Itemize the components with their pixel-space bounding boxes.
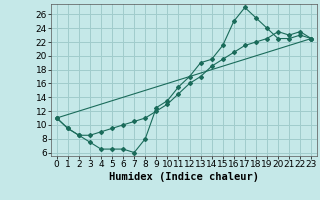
X-axis label: Humidex (Indice chaleur): Humidex (Indice chaleur) bbox=[109, 172, 259, 182]
